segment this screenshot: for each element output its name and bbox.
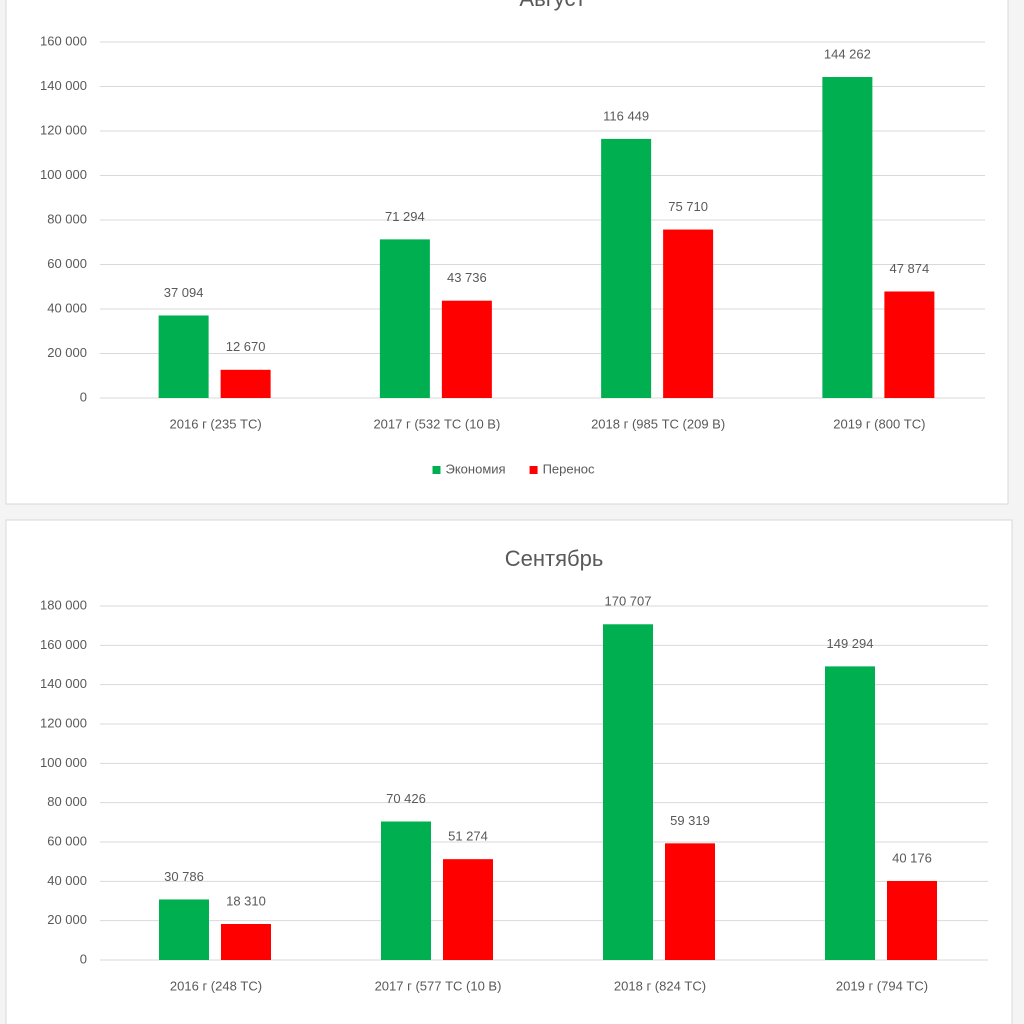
- chart-title: Август: [519, 0, 585, 11]
- y-tick-label: 100 000: [40, 167, 87, 182]
- data-label: 40 176: [892, 850, 932, 865]
- legend-label: Экономия: [446, 461, 506, 476]
- y-tick-label: 60 000: [47, 833, 87, 848]
- data-label: 170 707: [605, 594, 652, 609]
- bar: [884, 291, 935, 398]
- bar: [822, 77, 873, 398]
- bar: [379, 239, 430, 398]
- bar: [601, 138, 652, 398]
- data-label: 70 426: [386, 791, 426, 806]
- data-label: 59 319: [670, 813, 710, 828]
- x-tick-label: 2019 г (800 ТС): [833, 416, 925, 431]
- bar: [159, 899, 209, 960]
- data-label: 18 310: [226, 893, 266, 908]
- y-tick-label: 140 000: [40, 78, 87, 93]
- bar: [887, 880, 937, 960]
- y-tick-label: 80 000: [47, 211, 87, 226]
- y-tick-label: 20 000: [47, 912, 87, 927]
- legend-swatch: [432, 466, 441, 474]
- chart-title: Сентябрь: [505, 546, 604, 571]
- bar: [443, 859, 493, 960]
- x-tick-label: 2019 г (794 ТС): [836, 978, 928, 993]
- bar: [441, 300, 492, 398]
- data-label: 149 294: [827, 636, 874, 651]
- x-tick-label: 2018 г (824 ТС): [614, 978, 706, 993]
- x-tick-label: 2016 г (248 ТС): [170, 978, 262, 993]
- data-label: 144 262: [824, 46, 871, 61]
- data-label: 47 874: [889, 261, 929, 276]
- bar: [158, 315, 209, 398]
- data-label: 51 274: [448, 829, 488, 844]
- y-tick-label: 140 000: [40, 676, 87, 691]
- data-label: 71 294: [385, 209, 425, 224]
- y-tick-label: 20 000: [47, 345, 87, 360]
- y-tick-label: 80 000: [47, 794, 87, 809]
- legend-label: Перенос: [543, 461, 595, 476]
- data-label: 75 710: [668, 199, 708, 214]
- bar: [825, 666, 875, 960]
- data-label: 37 094: [164, 285, 204, 300]
- y-tick-label: 180 000: [40, 597, 87, 612]
- x-tick-label: 2018 г (985 ТС (209 В): [591, 416, 725, 431]
- bar: [221, 923, 271, 960]
- y-tick-label: 40 000: [47, 873, 87, 888]
- y-tick-label: 0: [80, 389, 87, 404]
- y-tick-label: 120 000: [40, 715, 87, 730]
- y-tick-label: 40 000: [47, 300, 87, 315]
- y-tick-label: 100 000: [40, 755, 87, 770]
- x-tick-label: 2016 г (235 ТС): [170, 416, 262, 431]
- bar: [663, 229, 714, 398]
- y-tick-label: 160 000: [40, 33, 87, 48]
- bar: [381, 821, 431, 960]
- y-tick-label: 60 000: [47, 256, 87, 271]
- y-tick-label: 160 000: [40, 637, 87, 652]
- data-label: 30 786: [164, 869, 204, 884]
- data-label: 12 670: [226, 339, 266, 354]
- y-tick-label: 0: [80, 951, 87, 966]
- data-label: 43 736: [447, 270, 487, 285]
- x-tick-label: 2017 г (532 ТС (10 В): [373, 416, 500, 431]
- legend-swatch: [529, 466, 538, 474]
- bar: [603, 624, 653, 960]
- y-tick-label: 120 000: [40, 122, 87, 137]
- bar: [220, 369, 271, 398]
- data-label: 116 449: [603, 108, 649, 123]
- x-tick-label: 2017 г (577 ТС (10 В): [375, 978, 502, 993]
- bar: [665, 843, 715, 960]
